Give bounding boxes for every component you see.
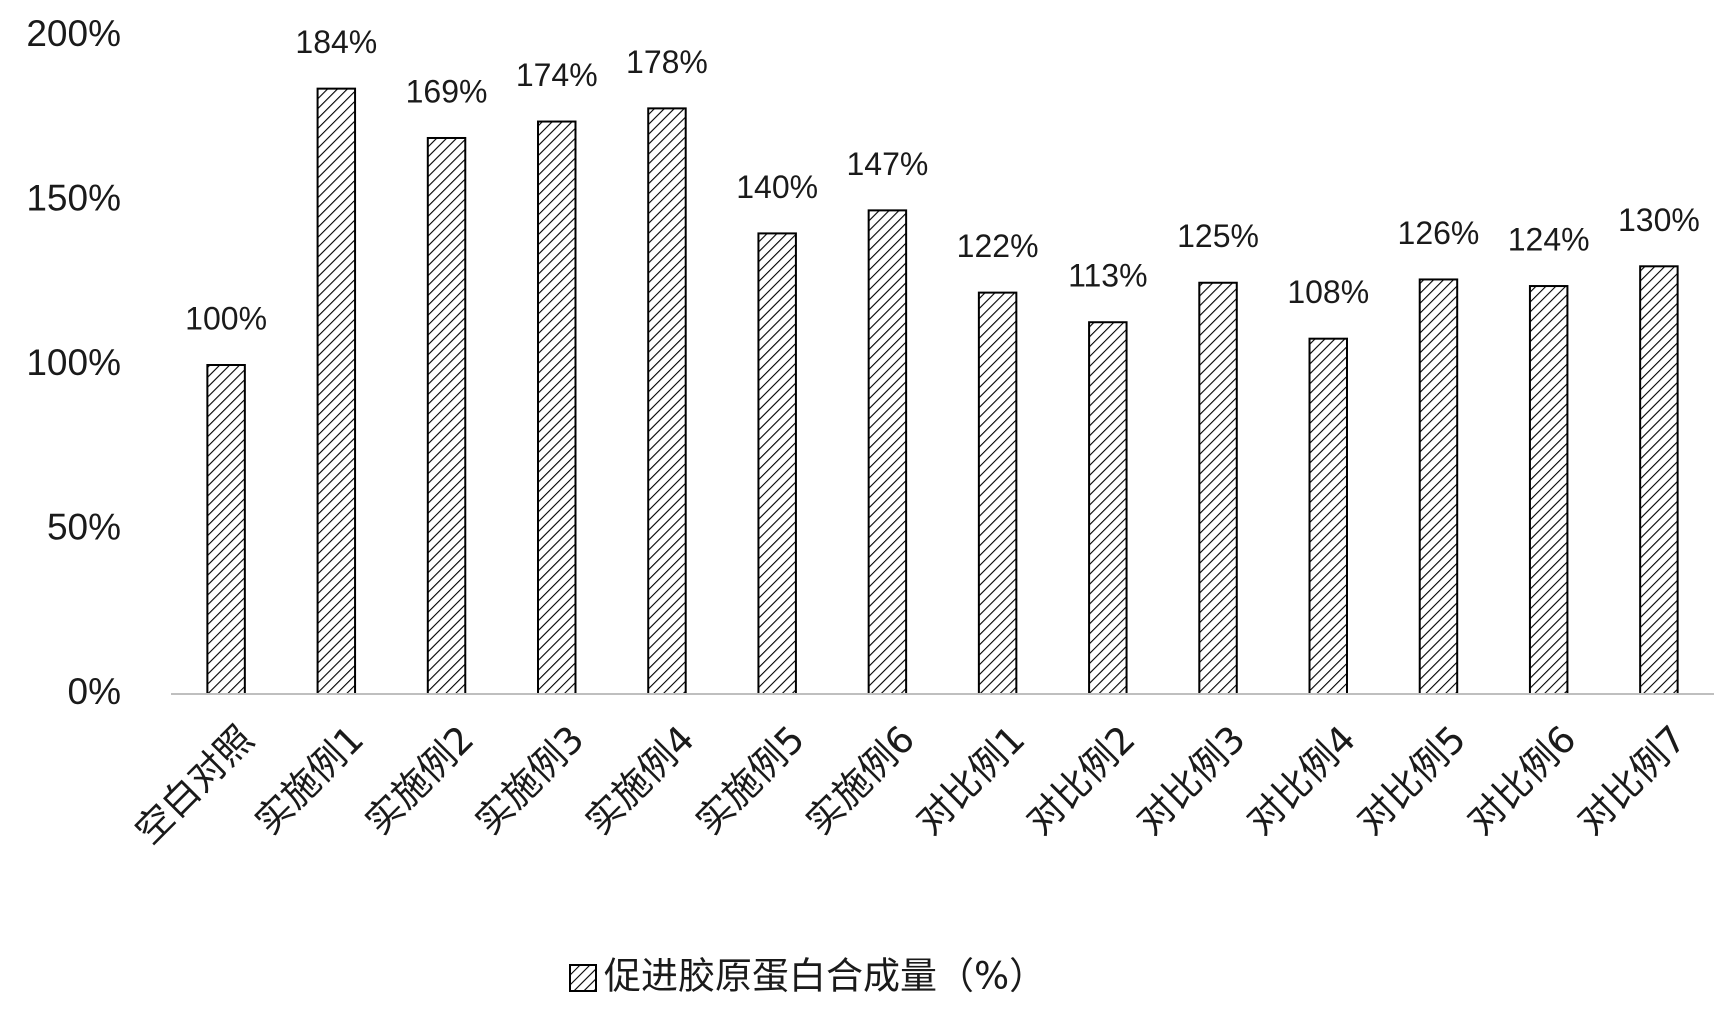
value-label: 147% [846,146,928,182]
value-label: 184% [295,24,377,60]
y-tick-label: 150% [26,177,121,218]
x-tick-label: 对比例4 [1238,717,1364,843]
bar [318,89,355,694]
bar [207,365,244,694]
bar [1199,283,1236,694]
bar [1310,339,1347,694]
value-label: 124% [1508,221,1590,257]
x-tick-label: 对比例7 [1569,717,1695,843]
value-label: 125% [1177,218,1259,254]
x-tick-label: 对比例5 [1349,717,1475,843]
y-tick-label: 100% [26,342,121,383]
value-label: 169% [406,73,488,109]
bar [979,293,1016,694]
value-label: 140% [736,169,818,205]
bar [648,108,685,694]
chart: 0% 50% 100% 150% 200% 空白对照 100% 实施例1 184% 实施例2 169… [0,0,1726,1017]
value-label: 130% [1618,202,1700,238]
bar [428,138,465,694]
value-label: 174% [516,57,598,93]
legend-label: 促进胶原蛋白合成量（%） [604,955,1046,998]
x-tick-label: 对比例2 [1018,717,1144,843]
value-label: 126% [1398,215,1480,251]
bar [1530,286,1567,694]
bar [1089,322,1126,694]
bar [1420,279,1457,694]
value-label: 113% [1068,258,1147,294]
bar [538,122,575,694]
value-label: 122% [957,228,1039,264]
x-tick-label: 空白对照 [127,717,262,852]
value-label: 178% [626,44,708,80]
x-tick-label: 实施例2 [357,717,483,843]
value-label: 108% [1287,274,1369,310]
x-tick-label: 实施例3 [467,717,593,843]
legend-swatch [570,965,596,991]
value-label: 100% [185,300,267,336]
bar [1640,266,1677,694]
y-tick-label: 200% [26,13,121,54]
x-tick-label: 对比例6 [1459,717,1585,843]
x-tick-label: 实施例4 [577,717,703,843]
x-tick-label: 对比例1 [908,717,1034,843]
x-tick-label: 实施例6 [798,717,924,843]
bar [869,210,906,694]
bar [758,233,795,694]
y-tick-label: 50% [47,506,121,547]
y-tick-label: 0% [68,671,121,712]
x-tick-label: 实施例1 [247,717,373,843]
x-tick-label: 对比例3 [1128,717,1254,843]
x-tick-label: 实施例5 [687,717,813,843]
